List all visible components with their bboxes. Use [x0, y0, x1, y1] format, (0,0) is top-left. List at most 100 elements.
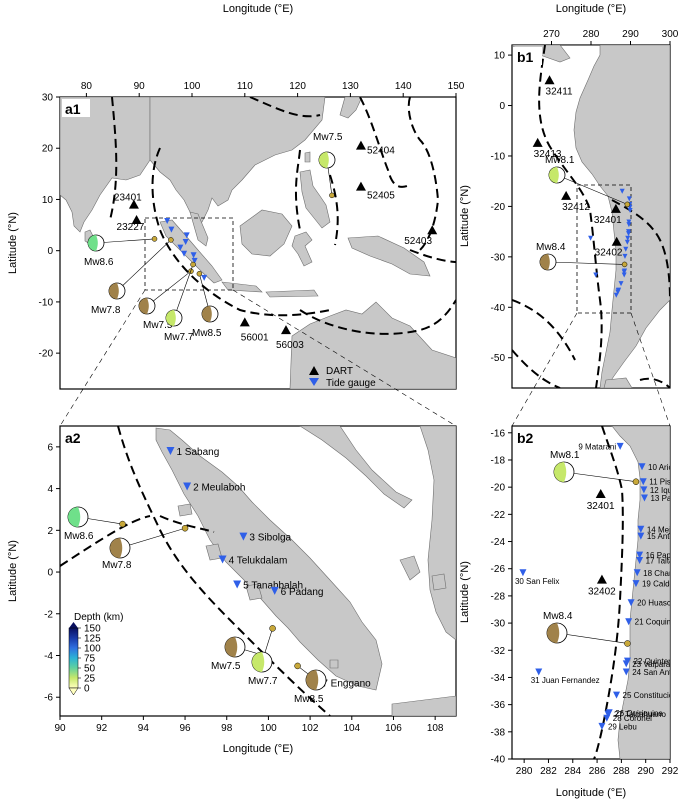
b2-dart-station-32402 [596, 574, 607, 584]
dart-label-32412: 32412 [562, 202, 590, 213]
x-tick-label: 150 [448, 81, 465, 92]
b1-tide-gauge-29 [613, 292, 619, 298]
colorbar-tick-label: 125 [84, 634, 101, 645]
tide-gauge-11 [639, 478, 647, 486]
a1-event-leader [95, 238, 155, 244]
dart-station-52404 [355, 140, 366, 150]
tide-gauge-label-13: 13 Patache [650, 494, 685, 503]
tide-gauge-label-24: 24 San Antonio [632, 668, 685, 677]
y-tick-label: 30 [42, 93, 54, 104]
y-tick-label: 0 [47, 246, 53, 257]
b-zoom-line-right [630, 312, 671, 427]
x-tick-label: 282 [540, 766, 557, 777]
b2-epicenter [624, 640, 631, 647]
y-tick-label: 6 [47, 442, 53, 453]
a2-bottom-xlabel: Longitude (°E) [223, 743, 293, 755]
dart-station-56001 [239, 317, 250, 327]
a2-beachball-2 [109, 537, 131, 559]
y-tick-label: 20 [42, 144, 54, 155]
a2-beachball-5 [305, 669, 327, 691]
dart-label-32401: 32401 [594, 215, 622, 226]
y-tick-label: -16 [491, 428, 506, 439]
a1-beachball-4 [138, 297, 156, 315]
y-tick-label: -6 [44, 693, 53, 704]
tide-gauge-label-26: 26 Quiriquina [615, 709, 663, 718]
b1-tide-gauge-13 [627, 207, 633, 213]
x-tick-label: 108 [427, 723, 444, 734]
colorbar-tick-label: 100 [84, 644, 101, 655]
tide-gauge-label-10: 10 Arica [648, 463, 677, 472]
enggano-island [329, 659, 339, 669]
tide-gauge-1 [166, 447, 175, 456]
b1-top-xlabel: Longitude (°E) [556, 3, 626, 15]
lesser-sunda [265, 289, 319, 298]
tide-gauge-label-9: 9 Matarani [578, 442, 616, 451]
x-tick-label: 100 [260, 723, 277, 734]
tide-gauge-label-17: 17 Taltal [646, 557, 676, 566]
y-tick-label: -18 [491, 455, 506, 466]
colorbar-tick-label: 75 [84, 654, 96, 665]
panel-label-a1: a1 [65, 101, 81, 117]
colorbar-tick-label: 0 [84, 684, 90, 695]
dart-label-52403: 52403 [404, 236, 432, 247]
tide-gauge-2 [183, 482, 192, 491]
colorbar-tick-label: 50 [84, 664, 96, 675]
borneo [239, 209, 293, 257]
tide-gauge-label-1: 1 Sabang [176, 447, 219, 458]
y-tick-label: -30 [491, 252, 506, 263]
y-tick-label: -50 [491, 353, 506, 364]
b2-mw-label: Mw8.1 [550, 450, 580, 461]
a1-beachball-1 [318, 151, 336, 169]
b2-ylabel: Latitude (°N) [459, 561, 471, 623]
dart-station-52405 [355, 181, 366, 191]
borneo-detail [419, 426, 456, 641]
a2-beachball-4 [251, 651, 273, 673]
dart-station-32401 [610, 203, 621, 213]
b1-epicenter [621, 261, 628, 268]
tide-gauge-6 [270, 586, 279, 595]
b1-tide-gauge-30 [588, 235, 594, 241]
a1-beachball-3 [108, 282, 126, 300]
x-tick-label: 290 [622, 29, 639, 40]
y-tick-label: -22 [491, 510, 506, 521]
dart-station-32413 [532, 137, 543, 147]
tide-gauge-label-7: 7 Enggano [322, 679, 371, 690]
colorbar-tick-label: 150 [84, 624, 101, 635]
b2-event-leader [563, 471, 637, 483]
dart-station-56003 [280, 325, 291, 335]
tide-gauge-label-5: 5 Tanahbalah [243, 581, 303, 592]
dart-station-32412 [561, 190, 572, 200]
panel-label-b1: b1 [517, 49, 534, 65]
dart-label-23227: 23227 [117, 222, 145, 233]
southeast-asia-mainland [149, 97, 326, 227]
tide-gauge-label-31: 31 Juan Fernandez [531, 676, 600, 685]
a1-mw-label: Mw7.8 [91, 305, 121, 316]
malay-peninsula [189, 211, 209, 247]
tierra-del-fuego [603, 377, 633, 388]
a2-mw-label: Mw7.8 [102, 560, 132, 571]
legend-tide-gauge-icon [309, 378, 319, 386]
sumatra [159, 219, 223, 284]
b1-tide-gauge-23 [621, 269, 627, 275]
a1-tide-gauge-3 [182, 238, 189, 245]
a1-ylabel: Latitude (°N) [7, 212, 19, 274]
x-tick-label: 96 [179, 723, 191, 734]
x-tick-label: 140 [395, 81, 412, 92]
b1-tide-gauge-14 [626, 219, 632, 225]
y-tick-label: -10 [39, 297, 54, 308]
x-tick-label: 284 [564, 766, 581, 777]
dart-label-52405: 52405 [367, 191, 395, 202]
b2-beachball-1 [553, 461, 575, 483]
a1-mw-label: Mw8.6 [84, 257, 114, 268]
a1-epicenter [168, 237, 174, 243]
y-tick-label: 0 [47, 568, 53, 579]
b2-label-bg [514, 428, 542, 446]
dart-station-23401 [128, 199, 139, 209]
colorbar-top-cap [69, 622, 78, 628]
panel-label-a2: a2 [65, 430, 81, 446]
x-tick-label: 120 [289, 81, 306, 92]
y-tick-label: 0 [499, 101, 505, 112]
